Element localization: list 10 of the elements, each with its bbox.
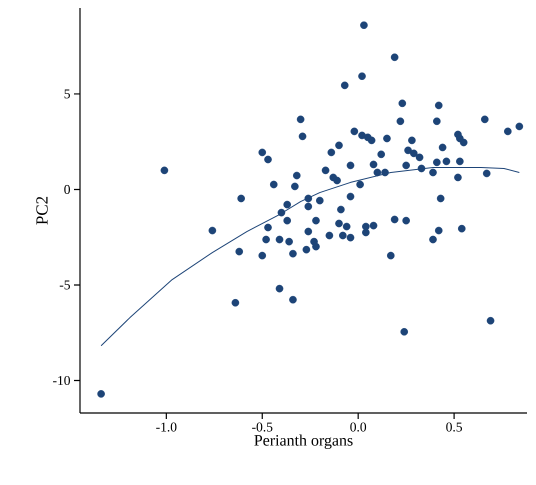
- y-tick-label: 5: [64, 89, 70, 98]
- x-tick-label: 0.0: [350, 422, 366, 432]
- x-tick-label: -0.5: [252, 422, 272, 432]
- x-axis-title: Perianth organs: [254, 434, 353, 449]
- y-tick-label: -10: [53, 376, 70, 386]
- y-axis-title: PC2: [36, 196, 48, 225]
- x-tick-label: -1.0: [156, 422, 176, 432]
- y-tick-label: 0: [64, 184, 70, 194]
- y-tick-label: -5: [60, 280, 70, 290]
- x-tick-label: 0.5: [446, 422, 462, 432]
